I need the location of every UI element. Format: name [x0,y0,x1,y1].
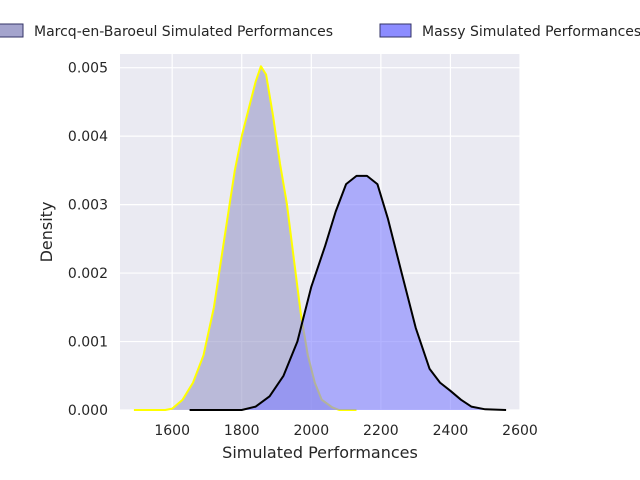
x-tick-label: 2400 [433,423,469,439]
y-axis-ticks: 0.000 0.001 0.002 0.003 0.004 0.005 [68,61,108,419]
density-line-2 [189,174,507,411]
y-axis-label: Density [37,202,56,263]
y-tick-label: 0.001 [68,335,108,351]
y-tick-label: 0.003 [68,198,108,214]
y-tick-label: 0.005 [68,61,108,77]
legend-label-1: Marcq-en-Baroeul Simulated Performances [34,24,333,40]
legend-swatch-1 [0,23,24,38]
y-tick-label: 0.000 [68,403,108,419]
y-tick-label: 0.002 [68,266,108,282]
legend: Marcq-en-Baroeul Simulated Performances M… [0,23,640,40]
density-areas [133,65,507,411]
density-area-2 [189,175,507,410]
x-axis-label: Simulated Performances [222,443,418,462]
x-tick-label: 1800 [224,423,260,439]
x-tick-label: 2600 [502,423,538,439]
legend-label-2: Massy Simulated Performances [422,24,640,40]
x-tick-label: 2200 [363,423,399,439]
x-axis-ticks: 1600 1800 2000 2200 2400 2600 [154,423,537,439]
y-tick-label: 0.004 [68,129,108,145]
x-tick-label: 1600 [154,423,190,439]
legend-swatch-2 [379,23,412,38]
x-tick-label: 2000 [293,423,329,439]
